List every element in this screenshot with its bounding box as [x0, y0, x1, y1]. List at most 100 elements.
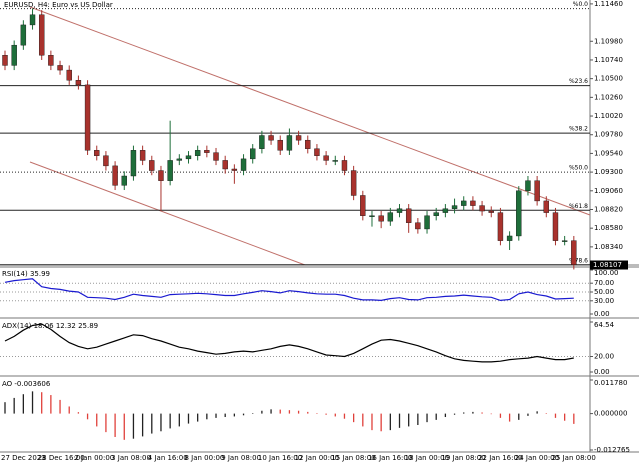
candle-body [240, 158, 247, 171]
fibo-label: %50.0 [569, 165, 588, 172]
y-tick-label: 70.00 [594, 279, 614, 287]
candle-body [112, 165, 118, 186]
y-tick-label: 1.10980 [594, 37, 623, 45]
y-tick-label: 1.08580 [594, 224, 623, 232]
candle-body [259, 135, 265, 149]
candle-body [57, 65, 63, 71]
candle-body [378, 215, 384, 222]
candle-body [149, 160, 155, 171]
candle-body [185, 155, 192, 160]
candle-body [387, 212, 394, 222]
y-tick-label: 1.08820 [594, 205, 623, 213]
candle-body [571, 240, 577, 265]
candle-body [350, 170, 357, 196]
x-tick-label: 3 Jan 08:00 [111, 454, 151, 462]
x-tick-label: 12 Jan 00:00 [295, 454, 339, 462]
fibo-label: %38.2 [569, 126, 588, 133]
candle-body [103, 155, 109, 167]
candle-body [48, 55, 54, 66]
candle-body [323, 155, 329, 161]
fibo-label: %0.0 [573, 1, 588, 8]
x-tick-label: 8 Jan 00:00 [184, 454, 224, 462]
candle-body [2, 55, 8, 66]
y-tick-label: 30.00 [594, 297, 614, 305]
candle-body [213, 152, 219, 161]
fibo-label: %61.8 [569, 203, 588, 210]
candle-body [332, 160, 338, 162]
y-tick-label: 1.09300 [594, 168, 623, 176]
y-tick-label: 1.08340 [594, 243, 623, 251]
candle-body [360, 195, 366, 216]
candle-body [139, 150, 146, 161]
candle-body [488, 210, 494, 213]
x-tick-label: 18 Jan 00:00 [405, 454, 449, 462]
candle-body [295, 135, 302, 141]
candle-body [222, 160, 228, 170]
x-tick-label: 15 Jan 08:00 [331, 454, 375, 462]
y-tick-label: 0.00 [594, 310, 610, 318]
x-tick-label: 10 Jan 16:00 [258, 454, 302, 462]
candle-body [250, 148, 256, 160]
candle-body [121, 175, 127, 186]
x-tick-label: 25 Jan 08:00 [551, 454, 595, 462]
candle-body [277, 139, 283, 151]
candle-body [231, 168, 238, 171]
candle-body [314, 148, 320, 156]
x-tick-label: 27 Dec 2023 [1, 454, 46, 462]
candle-body [461, 200, 467, 206]
y-tick-label: 1.09060 [594, 187, 623, 195]
candle-body [176, 158, 183, 161]
candle-body [29, 14, 36, 26]
candle-body [204, 150, 210, 153]
candle-body [415, 222, 421, 230]
y-tick-label: 1.11460 [594, 0, 623, 8]
candle-body [11, 44, 17, 66]
indicator-line [4, 323, 574, 363]
candle-body [66, 69, 72, 81]
y-tick-label: 1.09780 [594, 131, 623, 139]
channel-upper-line [29, 6, 591, 216]
panel-title: ADX(14) 18.06 12.32 25.89 [2, 322, 98, 330]
x-tick-label: 16 Jan 16:00 [368, 454, 412, 462]
candle-body [38, 14, 45, 56]
y-tick-label: 1.10740 [594, 56, 623, 64]
candle-body [20, 24, 27, 46]
candle-body [130, 150, 137, 177]
x-tick-label: 2 Jan 00:00 [74, 454, 114, 462]
y-tick-label: 50.00 [594, 288, 614, 296]
y-tick-label: 0.000000 [594, 410, 627, 418]
candle-body [451, 205, 458, 209]
x-tick-label: 4 Jan 16:00 [148, 454, 188, 462]
candle-body [341, 160, 348, 171]
candle-body [525, 180, 531, 191]
y-tick-label: 20.00 [594, 353, 614, 361]
y-tick-label: 1.10260 [594, 93, 623, 101]
candle-body [94, 150, 100, 156]
y-tick-label: 0.011780 [594, 379, 627, 387]
candle-body [442, 208, 449, 213]
y-tick-label: 64.54 [594, 321, 615, 329]
y-tick-label: -0.012765 [594, 446, 630, 454]
x-tick-label: 22 Jan 16:00 [478, 454, 522, 462]
candle-body [534, 180, 540, 202]
candle-body [369, 215, 375, 217]
candle-body [305, 139, 311, 149]
panel-title: RSI(14) 35.99 [2, 270, 50, 278]
candle-body [543, 200, 550, 213]
last-price-label: 1.08107 [593, 261, 622, 269]
candle-body [470, 200, 476, 206]
indicator-line [4, 278, 574, 302]
candle-body [479, 205, 485, 212]
channel-lower-line [29, 161, 306, 266]
candle-body [75, 80, 82, 86]
candle-body [405, 208, 412, 223]
candle-body [424, 215, 430, 230]
y-tick-label: 1.10020 [594, 112, 623, 120]
x-tick-label: 19 Jan 08:00 [441, 454, 485, 462]
candle-body [84, 84, 91, 151]
candle-body [516, 190, 522, 237]
y-tick-label: 100.00 [594, 269, 619, 277]
candle-body [158, 170, 164, 181]
